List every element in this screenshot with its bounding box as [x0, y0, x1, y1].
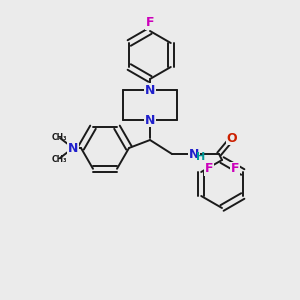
Text: CH₃: CH₃ — [51, 154, 67, 164]
Text: N: N — [145, 83, 155, 97]
Text: F: F — [146, 16, 154, 29]
Text: N: N — [68, 142, 78, 154]
Text: H: H — [196, 152, 206, 162]
Text: O: O — [227, 131, 237, 145]
Text: F: F — [230, 163, 239, 176]
Text: N: N — [189, 148, 199, 160]
Text: CH₃: CH₃ — [51, 133, 67, 142]
Text: F: F — [205, 163, 214, 176]
Text: N: N — [145, 113, 155, 127]
